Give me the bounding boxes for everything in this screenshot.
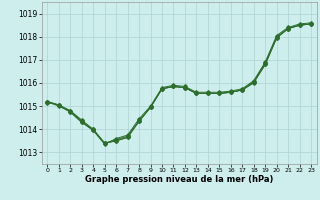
- X-axis label: Graphe pression niveau de la mer (hPa): Graphe pression niveau de la mer (hPa): [85, 175, 273, 184]
